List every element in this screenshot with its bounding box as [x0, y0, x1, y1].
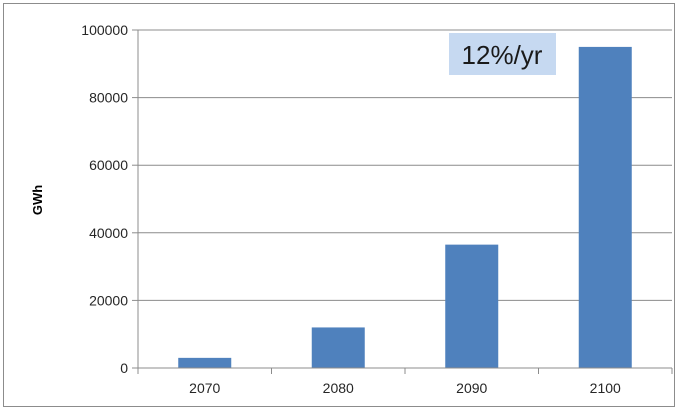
x-tick-label-2080: 2080 [323, 380, 354, 396]
x-tick-label-2070: 2070 [189, 380, 220, 396]
bars [178, 46, 632, 369]
y-axis-title: GWh [30, 185, 45, 215]
bar-2090 [445, 244, 499, 368]
y-tick-label-60000: 60000 [89, 157, 128, 173]
bar-2070 [178, 357, 232, 368]
y-tick-label-40000: 40000 [89, 225, 128, 241]
bar-2080 [311, 327, 365, 368]
y-tick-label-100000: 100000 [81, 22, 128, 38]
y-tick-label-0: 0 [120, 360, 128, 376]
x-tick-label-2090: 2090 [456, 380, 487, 396]
y-tick-label-20000: 20000 [89, 292, 128, 308]
y-tick-labels: 0 20000 40000 60000 80000 100000 [81, 22, 138, 376]
x-tick-label-2100: 2100 [590, 380, 621, 396]
x-tick-labels: 2070 2080 2090 2100 [189, 380, 621, 396]
y-tick-label-80000: 80000 [89, 90, 128, 106]
axes [137, 30, 673, 374]
annotation-background [449, 33, 556, 75]
annotation-text: 12%/yr [462, 40, 543, 70]
annotation-box: 12%/yr [449, 33, 556, 75]
bar-2100 [578, 46, 632, 369]
